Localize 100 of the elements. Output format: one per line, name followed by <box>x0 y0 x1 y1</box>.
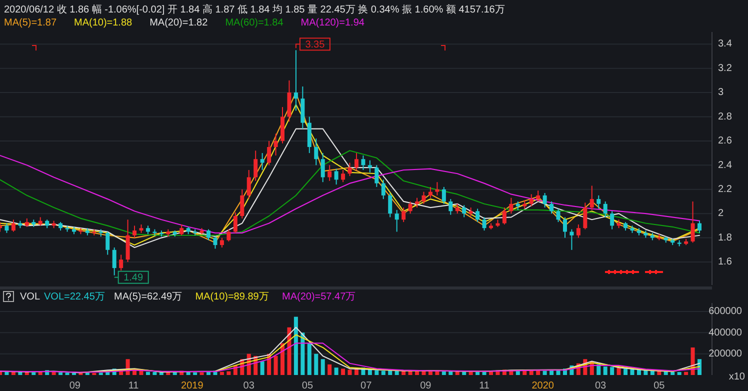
text: MA(60)=1.84 <box>225 18 284 29</box>
candlestick <box>206 228 211 241</box>
y-tick-label: 200000 <box>708 348 742 360</box>
candlestick <box>348 162 352 177</box>
candlestick <box>394 209 399 232</box>
bar <box>85 372 90 375</box>
text: MA(10)=89.89万 <box>195 292 269 303</box>
bar <box>328 364 332 375</box>
x-tick-label: 07 <box>360 380 372 391</box>
bar <box>684 372 688 375</box>
text: MA(5)=1.87 <box>4 18 57 29</box>
bar <box>307 343 312 375</box>
text: VOL=22.45万 <box>44 292 105 303</box>
candlestick <box>180 224 184 236</box>
bar <box>274 356 278 375</box>
x-tick-label: 2020 <box>532 380 554 391</box>
bar <box>489 371 493 375</box>
x-tick-label: 11 <box>128 380 140 391</box>
x-tick-label: 09 <box>420 380 432 391</box>
y-tick-label: 3.2 <box>718 62 732 74</box>
chart-title: 2020/06/12 收 1.86 幅 -1.06%[-0.02] 开 1.84 高 1.87 低 1.84 均 1.85 量 22.45万 换 0.34% 振 1.60% 额 4157.16万 <box>4 4 505 16</box>
bar <box>314 354 318 375</box>
bar <box>596 364 601 375</box>
bar <box>650 370 654 375</box>
x-tick-label: 09 <box>69 380 81 391</box>
candlestick <box>408 200 412 214</box>
y-tick-label: 1.6 <box>718 256 732 268</box>
candlestick <box>233 212 238 234</box>
x-tick-label: 03 <box>594 380 607 391</box>
candlestick <box>320 152 325 183</box>
bar <box>152 372 157 375</box>
candlestick <box>294 50 298 112</box>
y-tick-label: 2.4 <box>718 160 732 171</box>
candlestick <box>314 138 318 166</box>
x-tick-label: 05 <box>302 380 314 391</box>
x-tick-label: 2019 <box>181 380 204 391</box>
candlestick <box>536 190 540 202</box>
x-tick-label: 11 <box>479 380 490 391</box>
candlestick <box>570 228 574 250</box>
candlestick <box>698 220 702 234</box>
bar <box>146 372 150 375</box>
y-tick-label: 3.4 <box>718 38 732 50</box>
candlestick <box>428 186 432 198</box>
bar <box>415 371 420 375</box>
candlestick <box>220 237 224 248</box>
candlestick <box>690 200 695 244</box>
candlestick <box>596 194 601 210</box>
y-axis-title: x10 <box>728 372 746 383</box>
candlestick <box>354 152 358 170</box>
y-tick-label: 600000 <box>708 306 742 318</box>
candlestick <box>132 225 137 238</box>
candlestick <box>556 208 560 223</box>
y-tick-label: 2.6 <box>718 136 732 147</box>
bar <box>58 372 63 375</box>
candlestick <box>562 216 567 238</box>
bar <box>348 370 352 375</box>
y-tick-label: 400000 <box>708 327 742 338</box>
bar <box>4 372 9 375</box>
candlestick <box>448 198 453 216</box>
candlestick <box>226 228 231 242</box>
y-tick-label: 3 <box>718 87 724 98</box>
bar <box>172 372 177 375</box>
candlestick <box>334 168 338 186</box>
bar <box>226 371 231 375</box>
text: MA(20)=57.47万 <box>282 292 356 303</box>
text: MA(5)=62.49万 <box>114 292 182 303</box>
bar <box>610 367 614 375</box>
bar <box>616 368 621 375</box>
bar <box>542 370 547 375</box>
line-series <box>0 342 700 373</box>
candlestick <box>603 200 608 218</box>
bar <box>220 372 224 375</box>
text: MA(20)=1.82 <box>150 18 208 29</box>
candlestick <box>240 188 244 219</box>
bar <box>186 372 190 375</box>
bar <box>468 372 473 375</box>
bar <box>603 366 608 375</box>
candlestick <box>422 191 426 204</box>
candlestick <box>476 208 480 223</box>
bar <box>320 359 325 375</box>
bar <box>139 370 144 375</box>
bar <box>448 371 453 375</box>
candlestick <box>119 254 124 271</box>
annotation: 1.49 <box>124 272 144 284</box>
y-tick-label: 2.8 <box>718 111 732 122</box>
bar <box>193 372 198 375</box>
candlestick <box>112 246 116 276</box>
candlestick <box>529 194 534 207</box>
bar <box>287 327 292 375</box>
candlestick <box>435 182 440 196</box>
bar <box>408 370 412 375</box>
annotation: 3.35 <box>305 39 326 50</box>
candlestick <box>550 200 554 214</box>
candlestick <box>542 192 547 208</box>
candlestick <box>328 164 332 182</box>
candlestick <box>583 202 588 230</box>
candlestick <box>374 164 379 188</box>
candlestick <box>213 236 218 250</box>
bar <box>260 361 264 375</box>
x-tick-label: 05 <box>654 380 666 391</box>
